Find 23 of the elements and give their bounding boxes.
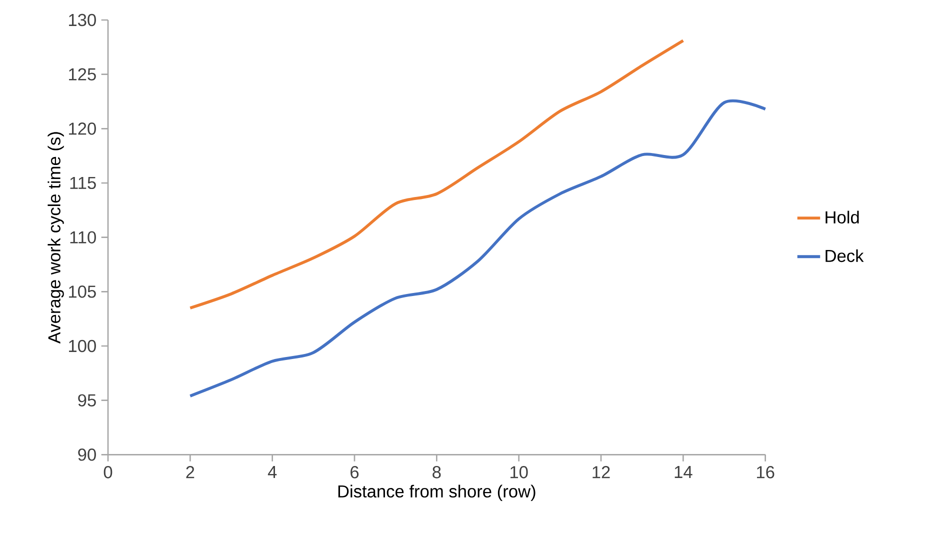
y-tick-label: 115 xyxy=(70,176,96,190)
y-tick-label: 100 xyxy=(69,340,96,352)
y-tick-label: 130 xyxy=(69,14,96,26)
x-tick-label: 12 xyxy=(592,466,610,478)
x-tick-label: 6 xyxy=(350,466,359,478)
x-tick-label: 16 xyxy=(757,466,774,478)
y-tick-label: 110 xyxy=(70,231,96,244)
x-tick-label: 14 xyxy=(674,466,692,478)
x-tick-label: 4 xyxy=(268,466,277,478)
x-tick-label: 8 xyxy=(432,466,441,478)
line-series xyxy=(188,39,685,310)
y-axis-title: Average work cycle time (s) xyxy=(48,132,64,344)
y-tick-label: 105 xyxy=(69,286,96,298)
x-tick-label: 2 xyxy=(186,466,194,478)
x-axis-title: Distance from shore (row) xyxy=(338,484,536,501)
x-tick-label: 0 xyxy=(104,466,112,478)
x-tick-label: 10 xyxy=(510,466,528,478)
y-tick-label: 90 xyxy=(78,448,96,461)
y-tick-label: 95 xyxy=(78,394,96,406)
y-tick-label: 125 xyxy=(69,68,96,80)
y-tick-label: 120 xyxy=(69,122,96,135)
legend-label: Deck xyxy=(826,249,864,262)
legend-label: Hold xyxy=(826,210,859,224)
